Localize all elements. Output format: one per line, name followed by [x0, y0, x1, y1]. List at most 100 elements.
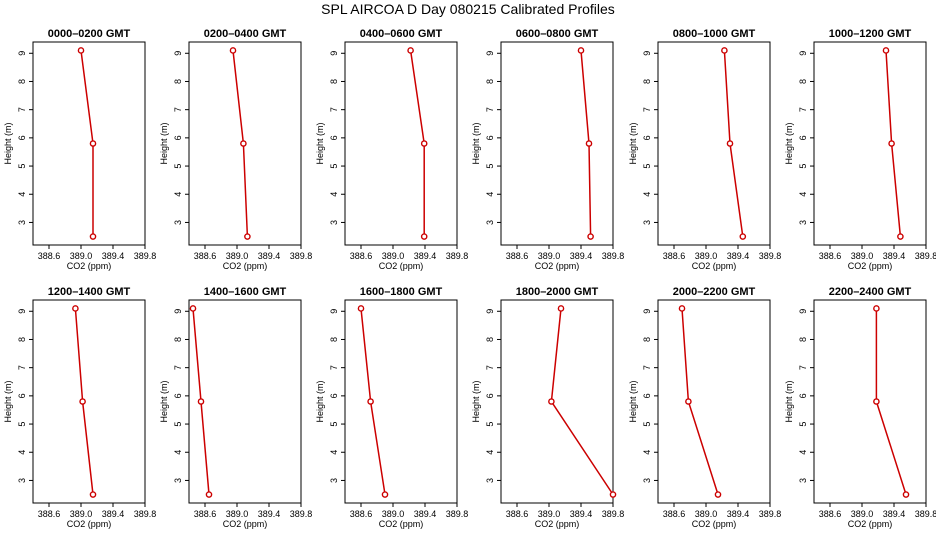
y-tick-label: 8 — [173, 337, 183, 342]
x-tick-label: 389.0 — [538, 509, 561, 519]
x-tick-label: 388.6 — [194, 251, 217, 261]
panel-0: 0000–0200 GMT 388.6 389.0 389.4 389.8 CO2 (pp… — [3, 28, 156, 271]
x-axis-label: CO2 (ppm) — [379, 519, 424, 529]
data-point — [420, 140, 428, 147]
y-tick-label: 6 — [485, 393, 495, 398]
data-point — [577, 47, 585, 54]
y-tick-label: 5 — [642, 422, 652, 427]
data-point — [240, 140, 247, 147]
y-tick-label: 5 — [173, 422, 183, 427]
x-axis-label: CO2 (ppm) — [848, 261, 893, 271]
y-tick-label: 9 — [485, 309, 495, 314]
plot-frame — [500, 299, 614, 504]
x-tick-label: 388.6 — [506, 251, 529, 261]
x-tick-label: 389.8 — [759, 251, 782, 261]
y-tick-label: 7 — [798, 107, 808, 112]
y-tick-label: 7 — [642, 365, 652, 370]
x-tick-label: 388.6 — [350, 251, 373, 261]
x-tick-label: 389.0 — [695, 251, 718, 261]
x-tick-label: 389.8 — [759, 509, 782, 519]
y-tick-label: 6 — [642, 135, 652, 140]
y-tick-label: 5 — [17, 422, 27, 427]
y-tick-label: 8 — [17, 79, 27, 84]
x-tick-label: 388.6 — [819, 509, 842, 519]
x-axis-label: CO2 (ppm) — [692, 519, 737, 529]
x-axis-label: CO2 (ppm) — [535, 519, 580, 529]
y-tick-label: 7 — [17, 107, 27, 112]
plot-frame — [813, 41, 927, 246]
panel-title: 2000–2200 GMT — [673, 286, 756, 298]
y-tick-label: 7 — [329, 365, 339, 370]
panel-3: 0600–0800 GMT 388.6 389.0 389.4 389.8 CO2 (pp… — [471, 28, 624, 271]
y-tick-label: 9 — [17, 309, 27, 314]
panel-9: 1800–2000 GMT 388.6 389.0 389.4 389.8 CO2 (pp… — [471, 286, 624, 529]
data-point — [229, 47, 237, 54]
figure-title: SPL AIRCOA D Day 080215 Calibrated Profi… — [321, 1, 615, 17]
y-axis-label: Height (m) — [784, 122, 794, 164]
y-tick-label: 6 — [485, 135, 495, 140]
data-point — [357, 305, 365, 312]
y-tick-label: 9 — [173, 309, 183, 314]
plot-frame — [344, 41, 458, 246]
y-axis-label: Height (m) — [3, 122, 13, 164]
x-tick-label: 388.6 — [819, 251, 842, 261]
y-tick-label: 3 — [798, 220, 808, 225]
y-tick-label: 6 — [173, 393, 183, 398]
y-tick-label: 3 — [642, 478, 652, 483]
y-tick-label: 7 — [485, 365, 495, 370]
y-tick-label: 8 — [329, 337, 339, 342]
data-point — [902, 491, 910, 498]
y-tick-label: 6 — [642, 393, 652, 398]
data-point — [197, 398, 205, 405]
panel-5: 1000–1200 GMT 388.6 389.0 389.4 389.8 CO2 (pp… — [784, 28, 936, 271]
y-axis-label: Height (m) — [784, 380, 794, 422]
y-tick-label: 7 — [329, 107, 339, 112]
x-tick-label: 389.8 — [290, 251, 313, 261]
plot-frame — [657, 41, 771, 246]
panel-title: 0800–1000 GMT — [673, 28, 756, 40]
data-point — [587, 233, 594, 240]
y-tick-label: 5 — [173, 164, 183, 169]
data-point — [873, 398, 880, 405]
data-point — [205, 491, 213, 498]
data-point — [888, 140, 895, 147]
panel-title: 2200–2400 GMT — [829, 286, 912, 298]
x-tick-label: 389.4 — [414, 251, 437, 261]
y-tick-label: 4 — [485, 450, 495, 455]
y-tick-label: 3 — [173, 220, 183, 225]
data-point — [721, 47, 728, 54]
x-tick-label: 389.8 — [915, 251, 936, 261]
y-tick-label: 4 — [173, 192, 183, 197]
y-tick-label: 3 — [485, 478, 495, 483]
profile-line — [550, 308, 614, 495]
plot-frame — [657, 299, 771, 504]
y-tick-label: 4 — [329, 192, 339, 197]
plot-frame — [500, 41, 614, 246]
y-tick-label: 7 — [642, 107, 652, 112]
x-axis-label: CO2 (ppm) — [223, 261, 268, 271]
data-point — [89, 233, 97, 240]
y-tick-label: 4 — [485, 192, 495, 197]
panel-title: 0400–0600 GMT — [360, 28, 443, 40]
x-tick-label: 389.0 — [851, 509, 874, 519]
y-tick-label: 5 — [329, 422, 339, 427]
data-point — [882, 47, 890, 54]
panel-title: 1600–1800 GMT — [360, 286, 443, 298]
y-tick-label: 5 — [329, 164, 339, 169]
panel-4: 0800–1000 GMT 388.6 389.0 389.4 389.8 CO2 (pp… — [628, 28, 781, 271]
data-point — [726, 140, 734, 147]
x-tick-label: 389.0 — [695, 509, 718, 519]
x-tick-label: 388.6 — [663, 251, 686, 261]
y-tick-label: 9 — [798, 309, 808, 314]
y-axis-label: Height (m) — [471, 380, 481, 422]
panel-6: 1200–1400 GMT 388.6 389.0 389.4 389.8 CO2 (pp… — [3, 286, 156, 529]
y-tick-label: 3 — [329, 478, 339, 483]
y-tick-label: 4 — [17, 450, 27, 455]
data-point — [79, 398, 86, 405]
plot-frame — [344, 299, 458, 504]
data-point — [897, 233, 904, 240]
y-tick-label: 5 — [798, 422, 808, 427]
panel-10: 2000–2200 GMT 388.6 389.0 389.4 389.8 CO2 (pp… — [628, 286, 781, 529]
x-tick-label: 389.4 — [102, 509, 125, 519]
y-axis-label: Height (m) — [159, 122, 169, 164]
